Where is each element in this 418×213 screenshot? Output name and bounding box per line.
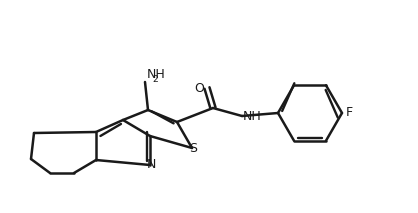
- Text: NH: NH: [147, 68, 166, 81]
- Text: O: O: [194, 82, 204, 95]
- Text: NH: NH: [243, 109, 262, 122]
- Text: N: N: [146, 158, 155, 171]
- Text: 2: 2: [153, 75, 158, 84]
- Text: S: S: [189, 141, 197, 154]
- Text: F: F: [346, 106, 353, 119]
